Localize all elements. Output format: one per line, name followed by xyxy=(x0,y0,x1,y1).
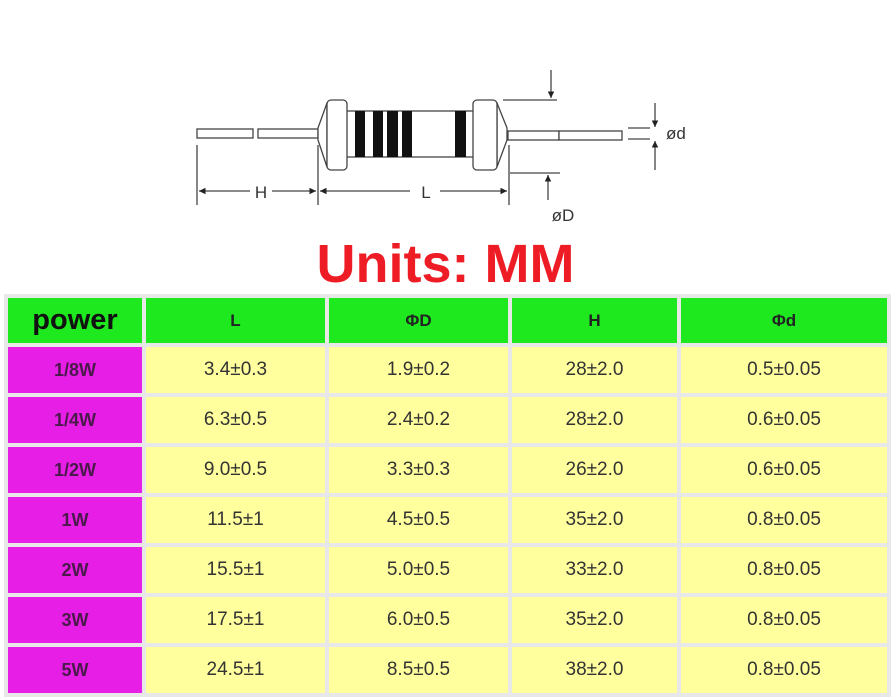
power-cell: 1/2W xyxy=(8,447,142,493)
table-row: 1/4W 6.3±0.5 2.4±0.2 28±2.0 0.6±0.05 xyxy=(8,397,887,443)
outer-diameter-label: øD xyxy=(552,206,575,225)
h-cell: 26±2.0 xyxy=(512,447,677,493)
outer-diameter-cell: 6.0±0.5 xyxy=(329,597,508,643)
lead-diameter-cell: 0.8±0.05 xyxy=(681,647,887,693)
lead-diameter-cell: 0.6±0.05 xyxy=(681,397,887,443)
h-label: H xyxy=(255,183,267,202)
h-cell: 35±2.0 xyxy=(512,497,677,543)
spec-table: power L ΦD H Φd 1/8W 3.4±0.3 1.9±0.2 28±2.0… xyxy=(4,294,891,697)
color-bands xyxy=(355,111,466,157)
outer-diameter-cell: 2.4±0.2 xyxy=(329,397,508,443)
dimension-lines xyxy=(196,70,659,205)
outer-diameter-cell: 4.5±0.5 xyxy=(329,497,508,543)
l-cell: 17.5±1 xyxy=(146,597,325,643)
table-row: 3W 17.5±1 6.0±0.5 35±2.0 0.8±0.05 xyxy=(8,597,887,643)
l-cell: 11.5±1 xyxy=(146,497,325,543)
units-title: Units: MM xyxy=(316,234,575,294)
l-label: L xyxy=(421,183,430,202)
outer-diameter-cell: 3.3±0.3 xyxy=(329,447,508,493)
table-row: 1/2W 9.0±0.5 3.3±0.3 26±2.0 0.6±0.05 xyxy=(8,447,887,493)
power-cell: 1/8W xyxy=(8,347,142,393)
table-row: 2W 15.5±1 5.0±0.5 33±2.0 0.8±0.05 xyxy=(8,547,887,593)
l-cell: 15.5±1 xyxy=(146,547,325,593)
header-lead-diameter: Φd xyxy=(681,298,887,343)
h-cell: 28±2.0 xyxy=(512,347,677,393)
table-row: 1/8W 3.4±0.3 1.9±0.2 28±2.0 0.5±0.05 xyxy=(8,347,887,393)
h-cell: 38±2.0 xyxy=(512,647,677,693)
lead-diameter-cell: 0.8±0.05 xyxy=(681,547,887,593)
header-power: power xyxy=(8,298,142,343)
power-cell: 3W xyxy=(8,597,142,643)
lead-diameter-cell: 0.6±0.05 xyxy=(681,447,887,493)
h-cell: 28±2.0 xyxy=(512,397,677,443)
table-row: 1W 11.5±1 4.5±0.5 35±2.0 0.8±0.05 xyxy=(8,497,887,543)
l-cell: 24.5±1 xyxy=(146,647,325,693)
power-cell: 1/4W xyxy=(8,397,142,443)
outer-diameter-cell: 1.9±0.2 xyxy=(329,347,508,393)
outer-diameter-cell: 5.0±0.5 xyxy=(329,547,508,593)
power-cell: 2W xyxy=(8,547,142,593)
l-cell: 9.0±0.5 xyxy=(146,447,325,493)
outer-diameter-cell: 8.5±0.5 xyxy=(329,647,508,693)
lead-diameter-cell: 0.8±0.05 xyxy=(681,597,887,643)
lead-diameter-label: ød xyxy=(666,124,686,143)
lead-diameter-cell: 0.8±0.05 xyxy=(681,497,887,543)
l-cell: 3.4±0.3 xyxy=(146,347,325,393)
power-cell: 1W xyxy=(8,497,142,543)
h-cell: 33±2.0 xyxy=(512,547,677,593)
header-l: L xyxy=(146,298,325,343)
resistor-dimension-diagram: H L øD ød xyxy=(196,70,686,225)
h-cell: 35±2.0 xyxy=(512,597,677,643)
power-cell: 5W xyxy=(8,647,142,693)
l-cell: 6.3±0.5 xyxy=(146,397,325,443)
header-row: power L ΦD H Φd xyxy=(8,298,887,343)
lead-diameter-cell: 0.5±0.05 xyxy=(681,347,887,393)
header-h: H xyxy=(512,298,677,343)
header-outer-diameter: ΦD xyxy=(329,298,508,343)
table-row: 5W 24.5±1 8.5±0.5 38±2.0 0.8±0.05 xyxy=(8,647,887,693)
resistor-drawing xyxy=(196,99,623,171)
